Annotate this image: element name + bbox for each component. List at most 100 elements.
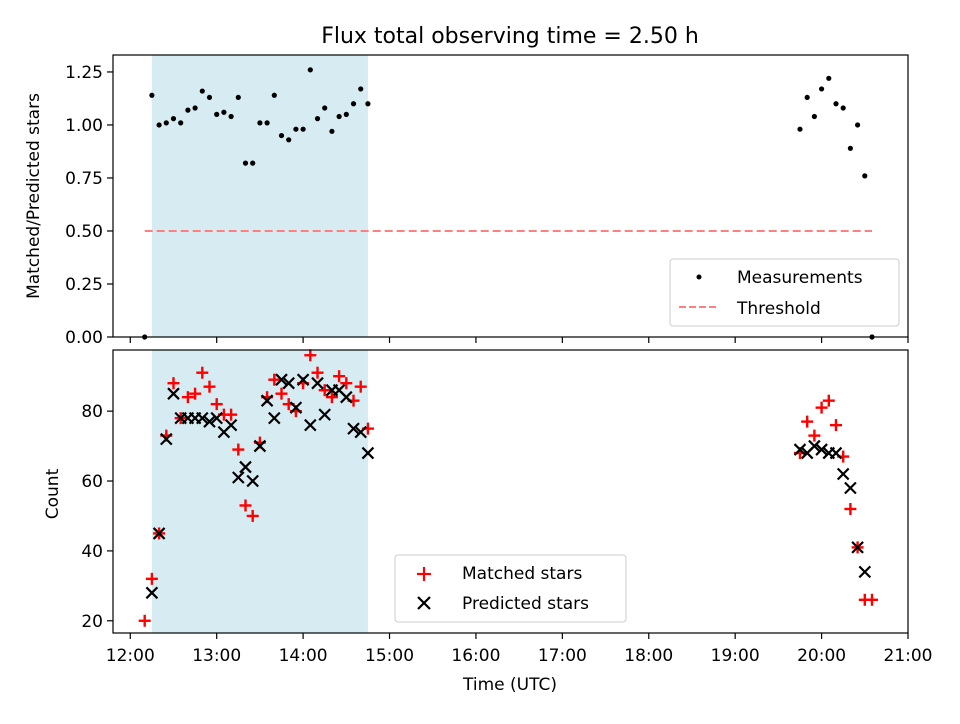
ratio-y-axis-label: Matched/Predicted stars <box>24 93 44 299</box>
measurement-point <box>840 105 846 111</box>
measurement-point <box>206 94 213 101</box>
measurement-point <box>163 120 169 126</box>
predicted-star-point <box>232 471 245 484</box>
matched-star-point <box>145 572 158 585</box>
predicted-star-point <box>311 376 324 390</box>
matched-star-point <box>275 387 288 400</box>
legend-label-predicted: Predicted stars <box>462 594 589 614</box>
matched-star-point <box>167 377 180 390</box>
predicted-star-point <box>815 443 828 456</box>
count-y-axis-label: Count <box>43 468 63 519</box>
matched-star-point <box>225 408 238 421</box>
x-tick-label: 18:00 <box>624 646 673 666</box>
predicted-star-point <box>167 387 180 400</box>
measurement-point <box>336 113 342 120</box>
x-tick-label: 12:00 <box>106 646 155 666</box>
matched-star-point <box>311 366 324 379</box>
predicted-star-point <box>145 586 159 600</box>
predicted-star-point <box>289 401 303 414</box>
predicted-star-point <box>152 527 166 540</box>
matched-star-point <box>822 394 835 407</box>
ratio-panel-frame <box>112 54 909 338</box>
matched-star-point <box>325 391 338 404</box>
matched-star-point <box>232 443 245 456</box>
measurement-point <box>293 126 299 132</box>
legend-marker-measurements <box>696 274 702 280</box>
measurement-point <box>242 160 249 166</box>
matched-star-point <box>189 387 202 400</box>
x-tick-label: 13:00 <box>192 646 241 666</box>
matched-star-point <box>246 509 259 522</box>
measurement-point <box>278 132 285 139</box>
count-panel: 20 40 60 80 12:00 13:00 14:00 15:00 16:00 17:00 1… <box>43 349 933 695</box>
measurement-point <box>170 116 177 122</box>
x-tick-label: 15:00 <box>365 646 414 666</box>
x-tick-label: 14:00 <box>279 646 328 666</box>
matched-star-point <box>203 380 216 393</box>
predicted-star-point <box>829 446 843 460</box>
measurement-point <box>797 126 803 132</box>
measurement-point <box>286 137 292 143</box>
measurement-point <box>178 120 184 126</box>
predicted-star-point <box>275 373 288 386</box>
measurement-point <box>149 92 155 98</box>
predicted-star-point <box>340 390 353 404</box>
measurement-point <box>221 109 227 115</box>
legend-marker-predicted <box>417 596 431 610</box>
matched-star-point <box>138 614 151 627</box>
matched-star-point <box>340 377 353 390</box>
measurement-point <box>854 122 861 128</box>
measurement-point <box>250 160 256 166</box>
predicted-star-point <box>347 422 360 435</box>
matched-star-point <box>801 415 814 428</box>
predicted-star-point <box>210 411 223 425</box>
measurement-point <box>257 120 263 126</box>
matched-star-point <box>268 373 281 386</box>
x-tick-label: 16:00 <box>451 646 500 666</box>
count-panel-frame <box>112 349 909 634</box>
predicted-star-point <box>160 432 173 446</box>
measurement-point <box>228 113 234 120</box>
predicted-star-point <box>282 376 295 390</box>
measurement-point <box>192 105 198 111</box>
measurement-point <box>811 113 817 120</box>
x-tick-label: 17:00 <box>538 646 587 666</box>
legend-marker-matched <box>417 567 431 581</box>
predicted-star-point <box>260 394 274 407</box>
predicted-star-point <box>304 418 317 432</box>
legend-frame <box>669 258 900 327</box>
measurement-point <box>826 75 832 81</box>
measurement-point <box>185 107 191 113</box>
matched-star-point <box>333 370 346 383</box>
measurement-point <box>271 92 277 98</box>
measurement-point <box>156 122 162 128</box>
matched-star-point <box>304 349 317 362</box>
predicted-star-point <box>793 443 807 456</box>
y-tick-label: 0.75 <box>65 169 103 189</box>
y-tick-label: 20 <box>81 612 103 632</box>
measurement-point <box>847 145 853 151</box>
predicted-star-point <box>361 446 375 460</box>
predicted-star-point <box>239 460 252 474</box>
predicted-star-point <box>253 439 267 453</box>
measurement-point <box>314 116 321 122</box>
predicted-star-point <box>318 408 331 421</box>
measurement-point <box>235 94 241 101</box>
y-tick-label: 0.25 <box>65 275 103 295</box>
legend-label-matched: Matched stars <box>462 564 582 584</box>
matched-star-point <box>318 384 331 397</box>
measurement-point <box>818 86 825 92</box>
chart-title: Flux total observing time = 2.50 h <box>321 24 699 49</box>
matched-star-point <box>196 366 209 379</box>
measurement-point <box>300 126 306 132</box>
measurement-point <box>350 101 357 107</box>
predicted-star-point <box>196 411 209 425</box>
measurement-point <box>804 94 810 101</box>
matched-star-point <box>808 429 821 442</box>
predicted-star-point <box>354 425 367 439</box>
matched-star-point <box>844 502 857 515</box>
matched-star-point <box>815 401 828 414</box>
measurement-point <box>322 105 328 111</box>
legend-label-measurements: Measurements <box>737 268 863 288</box>
ratio-legend: Measurements Threshold <box>669 258 900 327</box>
